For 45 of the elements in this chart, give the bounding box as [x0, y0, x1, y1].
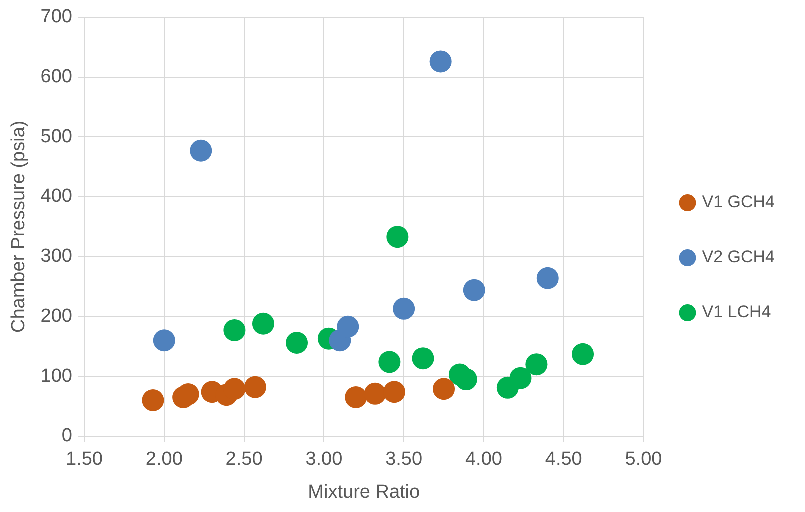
point — [345, 386, 368, 408]
y-tick-label: 700 — [40, 6, 72, 28]
x-tick-label: 1.50 — [66, 449, 103, 470]
point — [430, 50, 452, 73]
point — [510, 367, 532, 390]
point — [142, 389, 164, 412]
legend-label: V1 LCH4 — [702, 302, 772, 322]
x-axis-title: Mixture Ratio — [308, 482, 420, 503]
point — [224, 319, 246, 342]
point — [378, 351, 401, 374]
point — [412, 348, 434, 370]
point — [386, 226, 409, 248]
point — [393, 298, 416, 320]
y-tick-label: 0 — [62, 426, 72, 447]
x-tick-label: 3.00 — [306, 449, 343, 470]
y-tick-label: 100 — [40, 366, 72, 387]
point — [190, 140, 212, 162]
y-tick-label: 300 — [40, 246, 72, 268]
point — [364, 382, 386, 405]
x-tick-label: 3.50 — [386, 449, 423, 470]
legend-label: V1 GCH4 — [702, 192, 775, 212]
point — [244, 376, 266, 398]
y-tick-label: 500 — [40, 126, 72, 148]
point — [153, 330, 176, 352]
y-tick-label: 400 — [40, 186, 72, 208]
y-tick-label: 200 — [40, 306, 72, 327]
point — [455, 368, 478, 391]
x-tick-label: 5.00 — [625, 449, 662, 470]
x-tick-label: 4.50 — [545, 449, 582, 470]
point — [252, 312, 274, 335]
point — [224, 378, 246, 400]
point — [526, 354, 548, 376]
point — [433, 378, 456, 400]
legend-label: V2 GCH4 — [702, 248, 775, 267]
y-axis-title: Chamber Pressure (psia) — [8, 120, 30, 334]
point — [286, 332, 308, 354]
y-tick-label: 600 — [40, 66, 72, 88]
point — [463, 279, 486, 302]
x-tick-label: 2.00 — [146, 449, 183, 470]
x-tick-label: 2.50 — [226, 449, 263, 470]
point — [536, 267, 559, 290]
point — [337, 316, 360, 338]
point — [383, 381, 406, 404]
x-tick-label: 4.00 — [465, 449, 502, 470]
point — [572, 343, 594, 366]
